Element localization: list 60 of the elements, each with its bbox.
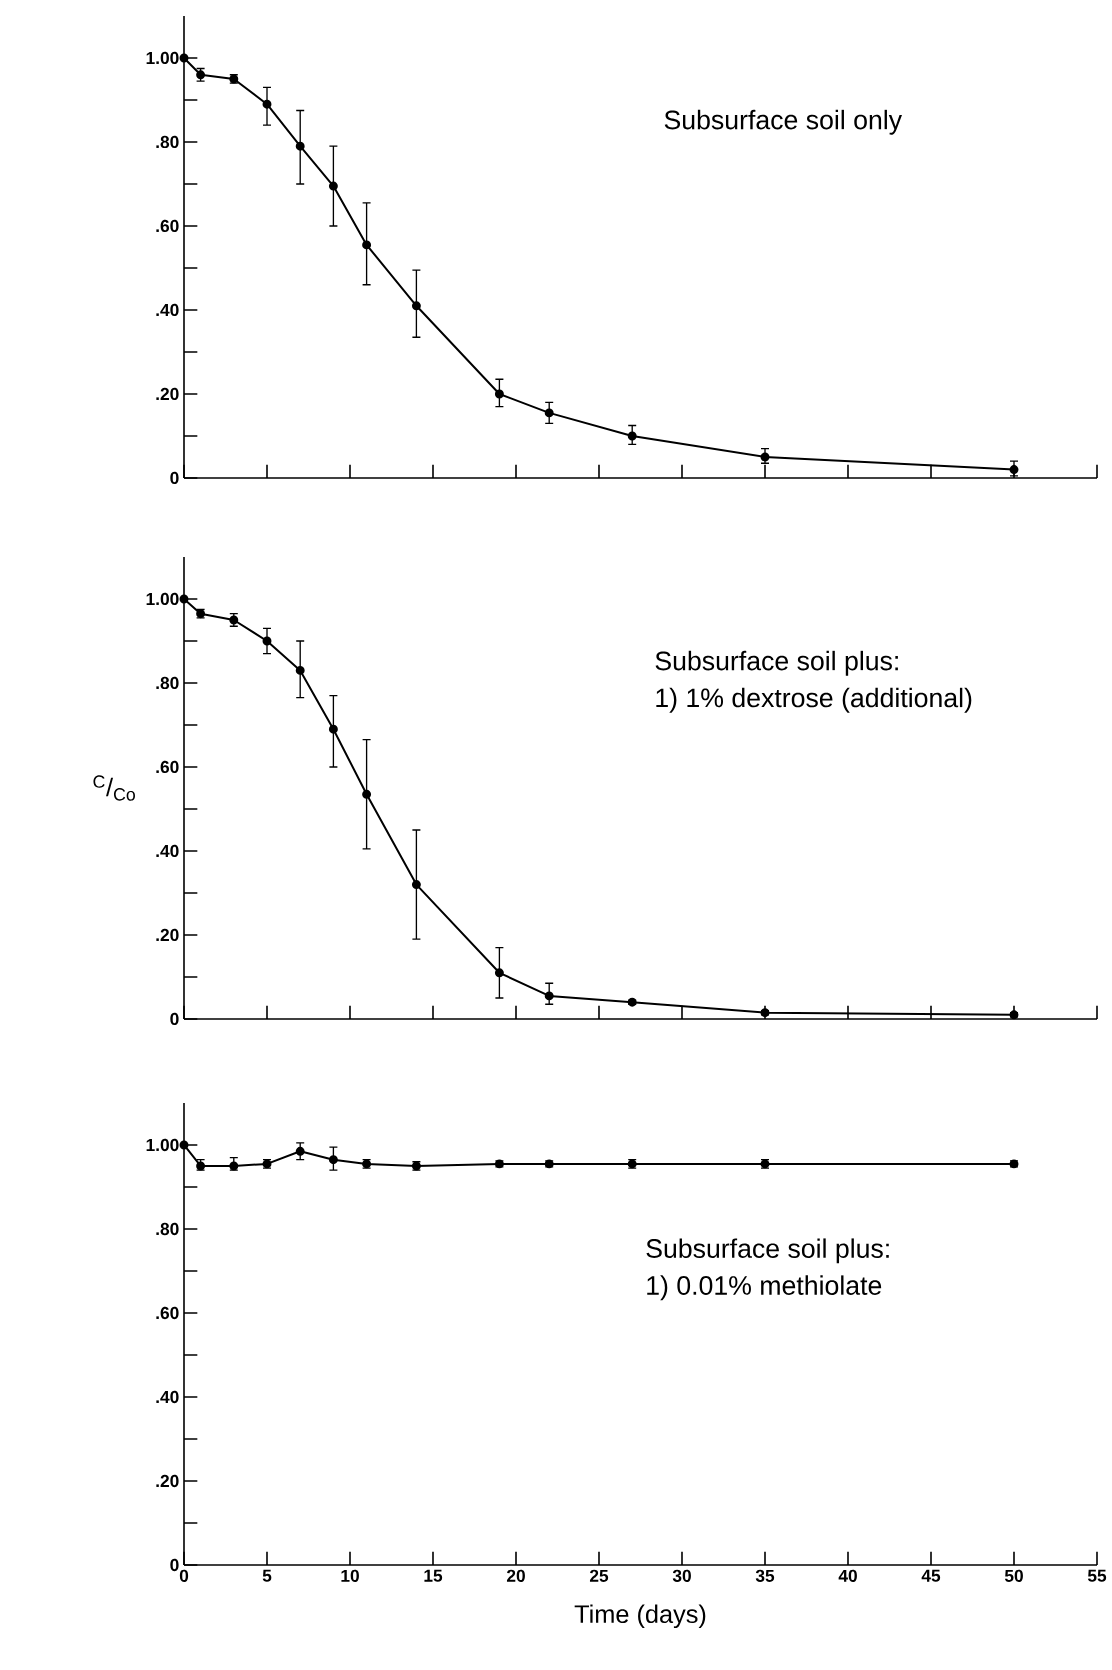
x-tick-label: 25 [589, 1569, 609, 1582]
y-axis-title: $^{C}$/$_{Co}$ [93, 775, 135, 801]
point [328, 724, 338, 734]
point [295, 1146, 305, 1156]
point [328, 181, 338, 191]
x-tick-label: 0 [179, 1569, 189, 1582]
x-tick-label: 30 [672, 1569, 691, 1582]
y-tick-label: .20 [156, 928, 179, 942]
x-tick-label: 40 [838, 1569, 857, 1582]
point [262, 636, 272, 646]
y-tick-label: 1.00 [146, 592, 179, 606]
point [544, 991, 554, 1001]
y-tick-label: .60 [156, 1306, 179, 1320]
point [328, 1155, 338, 1165]
point [411, 880, 421, 890]
annotation: Subsurface soil plus: [646, 1238, 889, 1264]
point [494, 389, 504, 399]
point [362, 789, 372, 799]
y-tick-label: .40 [156, 1390, 179, 1404]
point [362, 240, 372, 250]
y-tick-label: 1.00 [146, 1138, 179, 1152]
point [179, 594, 189, 604]
y-tick-label: 0 [170, 471, 179, 485]
y-tick-label: .20 [156, 1474, 179, 1488]
point [229, 1161, 239, 1171]
point [262, 99, 272, 109]
x-tick-label: 45 [921, 1569, 941, 1582]
annotation: 1) 1% dextrose (additional) [656, 687, 972, 713]
y-tick-label: .60 [156, 219, 179, 233]
y-tick-label: .40 [156, 844, 179, 858]
point [760, 452, 770, 462]
x-tick-label: 15 [424, 1569, 443, 1582]
x-tick-label: 10 [341, 1569, 359, 1582]
y-tick-label: .80 [156, 1222, 179, 1236]
point [179, 1140, 189, 1150]
x-axis-title: Time (days) [574, 1604, 706, 1629]
annotation: Subsurface soil plus: [655, 650, 898, 676]
x-tick-label: 55 [1087, 1569, 1107, 1582]
point [295, 665, 305, 675]
x-tick-label: 50 [1004, 1569, 1023, 1582]
point [494, 968, 504, 978]
point [179, 53, 189, 63]
x-tick-label: 5 [262, 1569, 272, 1582]
y-tick-label: .60 [156, 760, 179, 774]
point [627, 431, 637, 441]
point [1009, 465, 1019, 475]
x-tick-label: 35 [755, 1569, 775, 1582]
y-tick-label: .40 [156, 303, 179, 317]
y-tick-label: 0 [170, 1012, 179, 1026]
y-tick-label: 1.00 [146, 51, 179, 65]
x-tick-label: 20 [506, 1569, 525, 1582]
annotation: 1) 0.01% methiolate [647, 1275, 882, 1301]
point [295, 141, 305, 151]
point [544, 408, 554, 418]
point [411, 301, 421, 311]
y-tick-label: .80 [156, 135, 179, 149]
y-tick-label: .20 [156, 387, 179, 401]
y-tick-label: .80 [156, 676, 179, 690]
annotation: Subsurface soil only [664, 109, 903, 135]
y-tick-label: 0 [170, 1558, 179, 1572]
